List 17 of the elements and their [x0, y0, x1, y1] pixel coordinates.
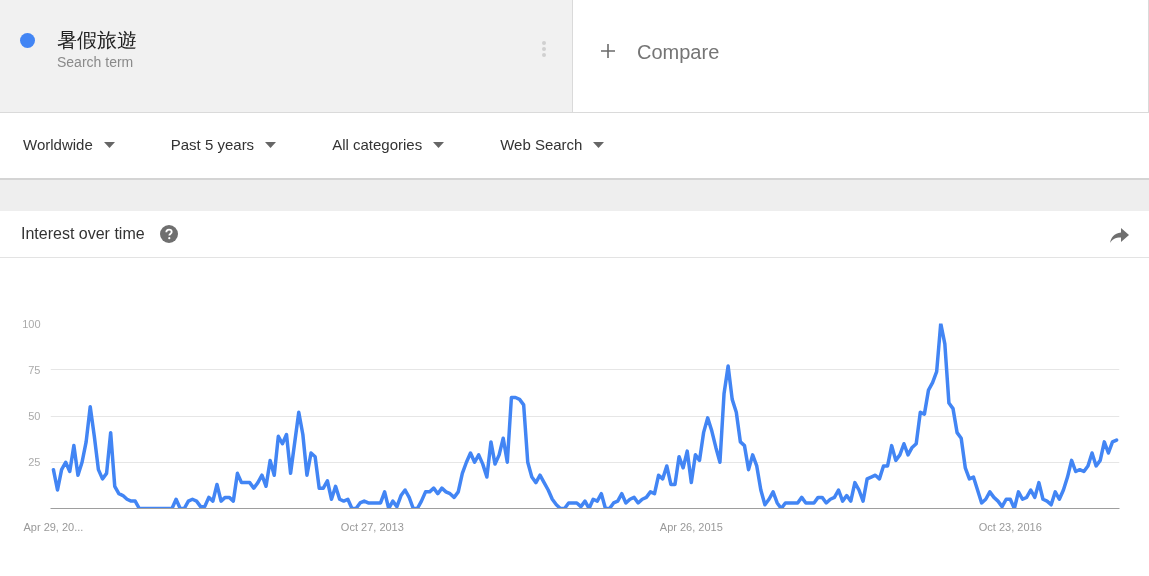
- y-tick-label: 100: [22, 317, 41, 330]
- x-tick-label: Oct 27, 2013: [340, 520, 404, 533]
- text: Web Search: [500, 136, 583, 154]
- y-tick-label: 75: [28, 363, 41, 376]
- text: All categories: [332, 136, 423, 154]
- text: Compare: [637, 40, 720, 64]
- line-series: [51, 323, 1119, 509]
- x-tick-label: Oct 23, 2016: [978, 520, 1042, 533]
- x-tick-label: Apr 29, 20...: [23, 520, 84, 533]
- text: Past 5 years: [170, 136, 255, 154]
- y-tick-label: 25: [28, 456, 41, 469]
- text: Worldwide: [23, 136, 93, 154]
- y-tick-label: 50: [28, 410, 41, 422]
- legend-label: 暑假旅遊: [57, 28, 137, 52]
- text: Search term: [57, 54, 134, 70]
- chart-title: Interest over time: [21, 224, 145, 244]
- x-tick-label: Apr 26, 2015: [659, 520, 723, 533]
